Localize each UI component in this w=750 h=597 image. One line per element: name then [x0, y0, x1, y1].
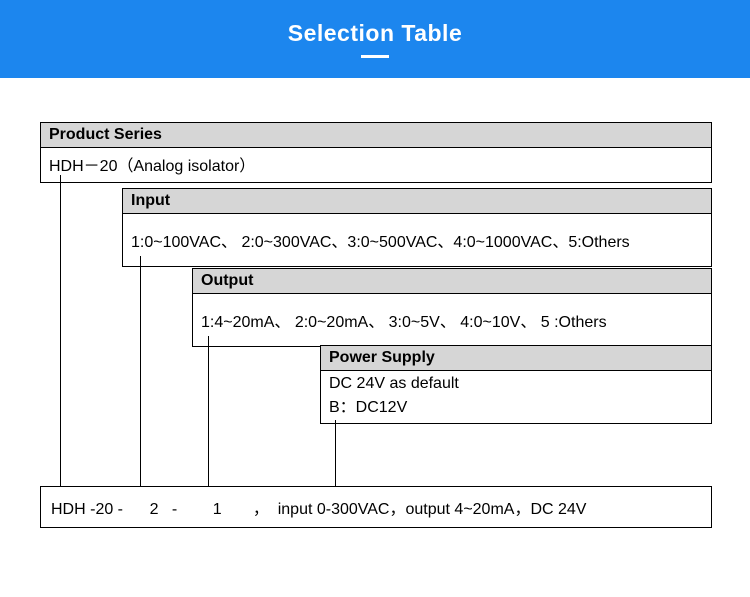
power-supply-body: DC 24V as default B：DC12V — [321, 371, 711, 423]
example-box: HDH -20 - 2 - 1 ， input 0-300VAC，output … — [40, 486, 712, 528]
output-header: Output — [193, 269, 711, 294]
power-supply-header: Power Supply — [321, 346, 711, 371]
connector-line-4 — [335, 420, 336, 486]
banner: Selection Table — [0, 0, 750, 78]
connector-line-1 — [60, 175, 61, 486]
title-underline — [361, 55, 389, 58]
output-box: Output 1:4~20mA、 2:0~20mA、 3:0~5V、 4:0~1… — [192, 268, 712, 347]
output-body: 1:4~20mA、 2:0~20mA、 3:0~5V、 4:0~10V、 5 :… — [193, 294, 711, 346]
selection-diagram: Product Series HDH－20（Analog isolator） I… — [0, 78, 750, 597]
connector-line-3 — [208, 336, 209, 486]
example-text: HDH -20 - 2 - 1 ， input 0-300VAC，output … — [51, 501, 586, 518]
input-header: Input — [123, 189, 711, 214]
input-box: Input 1:0~100VAC、 2:0~300VAC、3:0~500VAC、… — [122, 188, 712, 267]
power-line-1: DC 24V as default — [329, 375, 703, 393]
input-body: 1:0~100VAC、 2:0~300VAC、3:0~500VAC、4:0~10… — [123, 214, 711, 266]
product-series-box: Product Series HDH－20（Analog isolator） — [40, 122, 712, 183]
power-supply-box: Power Supply DC 24V as default B：DC12V — [320, 345, 712, 424]
power-line-2: B：DC12V — [329, 393, 703, 417]
product-series-body: HDH－20（Analog isolator） — [41, 148, 711, 182]
product-series-header: Product Series — [41, 123, 711, 148]
page-title: Selection Table — [288, 20, 463, 47]
connector-line-2 — [140, 256, 141, 486]
